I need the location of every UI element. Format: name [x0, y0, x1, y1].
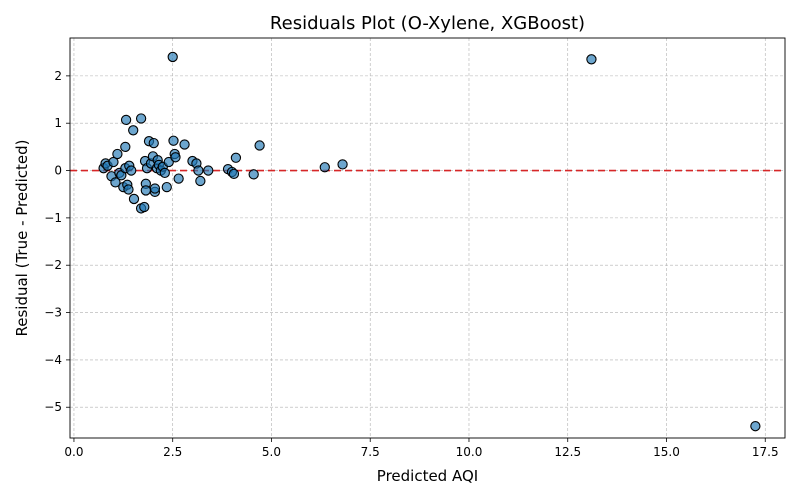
x-tick-label: 0.0: [64, 445, 83, 459]
data-point: [193, 165, 204, 176]
x-tick-label: 10.0: [456, 445, 483, 459]
y-axis-label: Residual (True - Predicted): [13, 139, 31, 336]
data-point: [120, 114, 132, 126]
data-point: [139, 201, 150, 213]
chart-title: Residuals Plot (O-Xylene, XGBoost): [270, 13, 585, 34]
data-point: [120, 141, 131, 153]
data-point: [159, 167, 170, 179]
x-tick-label: 5.0: [262, 445, 281, 459]
x-axis-label: Predicted AQI: [377, 467, 478, 485]
y-tick-label: −3: [44, 306, 62, 320]
plot-frame: [69, 37, 786, 439]
data-point: [254, 140, 265, 151]
y-tick-label: −5: [44, 400, 62, 414]
data-point: [195, 175, 206, 187]
data-point: [140, 185, 151, 196]
y-tick-label: 1: [54, 116, 62, 130]
data-point: [248, 169, 259, 180]
data-point: [149, 183, 161, 194]
y-tick-label: 2: [54, 69, 62, 83]
data-point: [750, 421, 761, 432]
y-axis-ticks: −5 −4 −3 −2 −1 0 1 2: [44, 69, 70, 414]
data-point: [179, 139, 190, 150]
y-tick-label: −4: [44, 353, 62, 367]
data-point: [128, 193, 140, 205]
data-point: [319, 162, 330, 173]
data-point: [126, 165, 137, 176]
data-point: [110, 177, 121, 188]
data-point: [167, 51, 178, 63]
data-point: [128, 125, 139, 136]
data-point: [170, 152, 181, 163]
data-point: [168, 135, 179, 146]
data-point: [586, 54, 597, 65]
data-point: [228, 168, 240, 180]
data-point: [203, 165, 214, 176]
grid: [70, 38, 785, 438]
data-point: [135, 113, 147, 124]
data-point: [161, 181, 172, 193]
data-point: [148, 137, 159, 149]
data-point: [173, 173, 184, 184]
x-tick-label: 17.5: [752, 445, 779, 459]
y-tick-label: 0: [54, 164, 62, 178]
x-tick-label: 2.5: [163, 445, 182, 459]
x-tick-label: 12.5: [554, 445, 581, 459]
y-tick-label: −1: [44, 211, 62, 225]
data-point: [230, 152, 242, 163]
scatter-points: [98, 51, 761, 432]
data-point: [337, 159, 348, 170]
x-axis-ticks: 0.0 2.5 5.0 7.5 10.0 12.5 15.0 17.5: [64, 438, 779, 459]
data-point: [123, 184, 134, 195]
x-tick-label: 7.5: [361, 445, 380, 459]
data-point: [108, 156, 119, 168]
y-tick-label: −2: [44, 258, 62, 272]
x-tick-label: 15.0: [653, 445, 680, 459]
data-point: [112, 148, 123, 160]
